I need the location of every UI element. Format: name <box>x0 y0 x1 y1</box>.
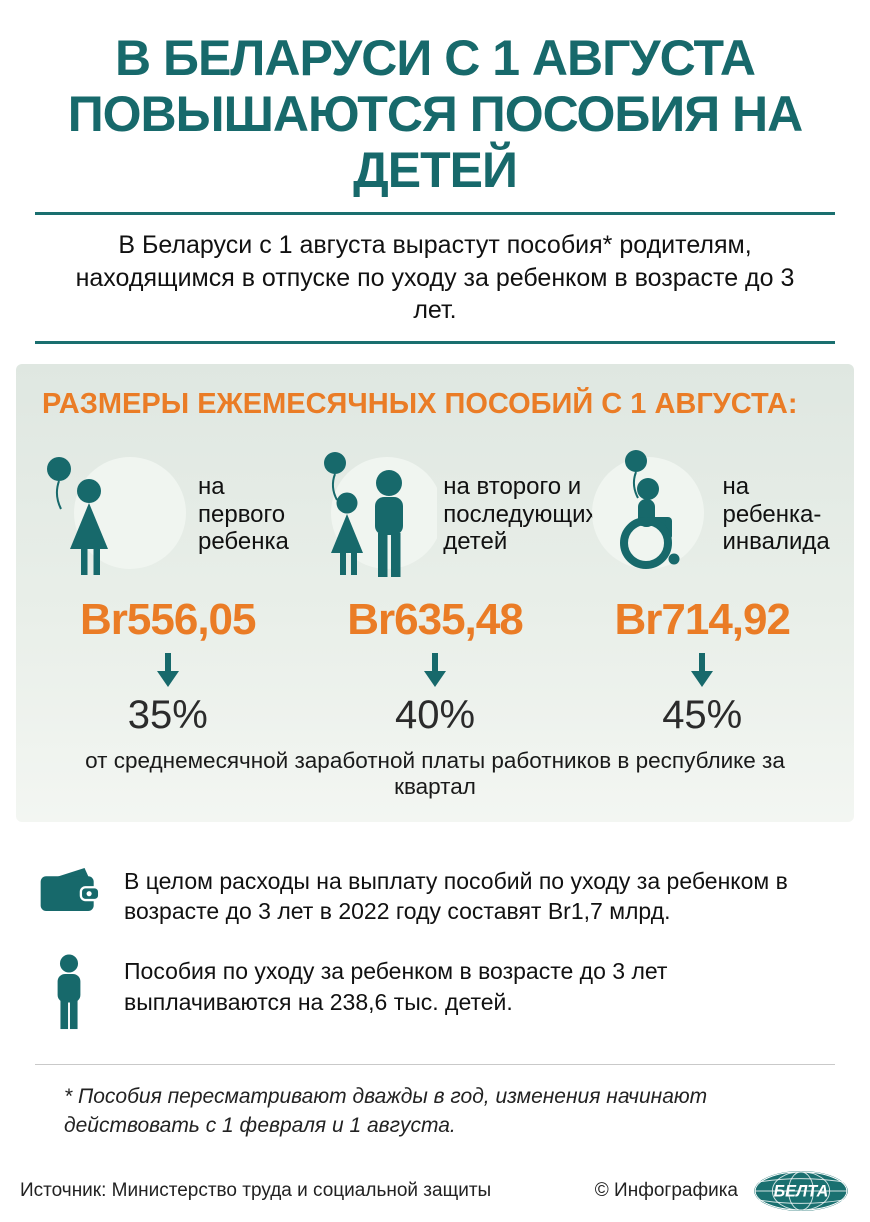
credit-text: © Инфографика <box>594 1179 738 1201</box>
down-arrow-icon <box>156 652 179 687</box>
first-child-icon-row: на первого ребенка <box>42 445 294 585</box>
benefit-column-first-child: на первого ребенка Br556,05 35% <box>42 445 294 738</box>
down-arrow-icon <box>423 652 446 687</box>
down-arrow-icon <box>691 652 714 687</box>
first-child-amount: Br556,05 <box>80 594 256 644</box>
page-title-line2: ПОВЫШАЮТСЯ ПОСОБИЯ НА ДЕТЕЙ <box>67 86 804 198</box>
benefits-panel: РАЗМЕРЫ ЕЖЕМЕСЯЧНЫХ ПОСОБИЙ С 1 АВГУСТА:… <box>16 363 854 822</box>
next-children-amount: Br635,48 <box>347 594 523 644</box>
page-title: В БЕЛАРУСИ С 1 АВГУСТА ПОВЫШАЮТСЯ ПОСОБИ… <box>0 0 870 212</box>
intro-bottom-divider <box>34 340 836 344</box>
wheelchair-child-with-balloon-icon <box>592 449 705 569</box>
disabled-child-label: на ребенка-инвалида <box>722 473 830 556</box>
first-child-percent: 35% <box>127 692 208 737</box>
panel-heading: РАЗМЕРЫ ЕЖЕМЕСЯЧНЫХ ПОСОБИЙ С 1 АВГУСТА: <box>42 387 798 420</box>
fact-recipients-text: Пособия по уходу за ребенком в возрасте … <box>124 958 668 1015</box>
intro-text: В Беларуси с 1 августа вырастут пособия*… <box>75 231 795 324</box>
facts-section: В целом расходы на выплату пособий по ух… <box>36 864 834 1031</box>
benefit-columns: на первого ребенка Br556,05 35% <box>42 445 830 738</box>
footnote-text: * Пособия пересматривают дважды в год, и… <box>64 1085 708 1137</box>
panel-note: от среднемесячной заработной платы работ… <box>85 747 785 799</box>
footnote-divider <box>34 1064 836 1066</box>
wallet-icon <box>40 867 101 911</box>
disabled-child-icon-row: на ребенка-инвалида <box>576 445 830 585</box>
fact-spending: В целом расходы на выплату пособий по ух… <box>36 864 834 927</box>
next-children-label: на второго и последующих детей <box>443 473 598 556</box>
belta-logo: БЕЛТА <box>754 1170 848 1211</box>
fact-recipients: Пособия по уходу за ребенком в возрасте … <box>36 954 834 1030</box>
belta-logo-text: БЕЛТА <box>774 1183 829 1201</box>
source-text: Источник: Министерство труда и социально… <box>20 1179 492 1201</box>
benefit-column-next-children: на второго и последующих детей Br635,48 … <box>309 445 598 738</box>
disabled-child-percent: 45% <box>662 692 743 737</box>
next-children-icon-row: на второго и последующих детей <box>309 445 598 585</box>
woman-with-balloon-icon <box>47 456 186 575</box>
person-icon <box>57 954 81 1030</box>
fact-spending-text: В целом расходы на выплату пособий по ух… <box>124 867 788 924</box>
woman-man-with-balloon-icon <box>324 451 438 577</box>
top-divider <box>34 212 836 215</box>
footer: Источник: Министерство труда и социально… <box>20 1170 850 1212</box>
next-children-percent: 40% <box>394 692 476 737</box>
disabled-child-amount: Br714,92 <box>614 594 790 644</box>
first-child-label: на первого ребенка <box>198 473 289 556</box>
page-title-line1: В БЕЛАРУСИ С 1 АВГУСТА <box>115 30 756 86</box>
benefit-column-disabled-child: на ребенка-инвалида Br714,92 45% <box>576 445 830 738</box>
